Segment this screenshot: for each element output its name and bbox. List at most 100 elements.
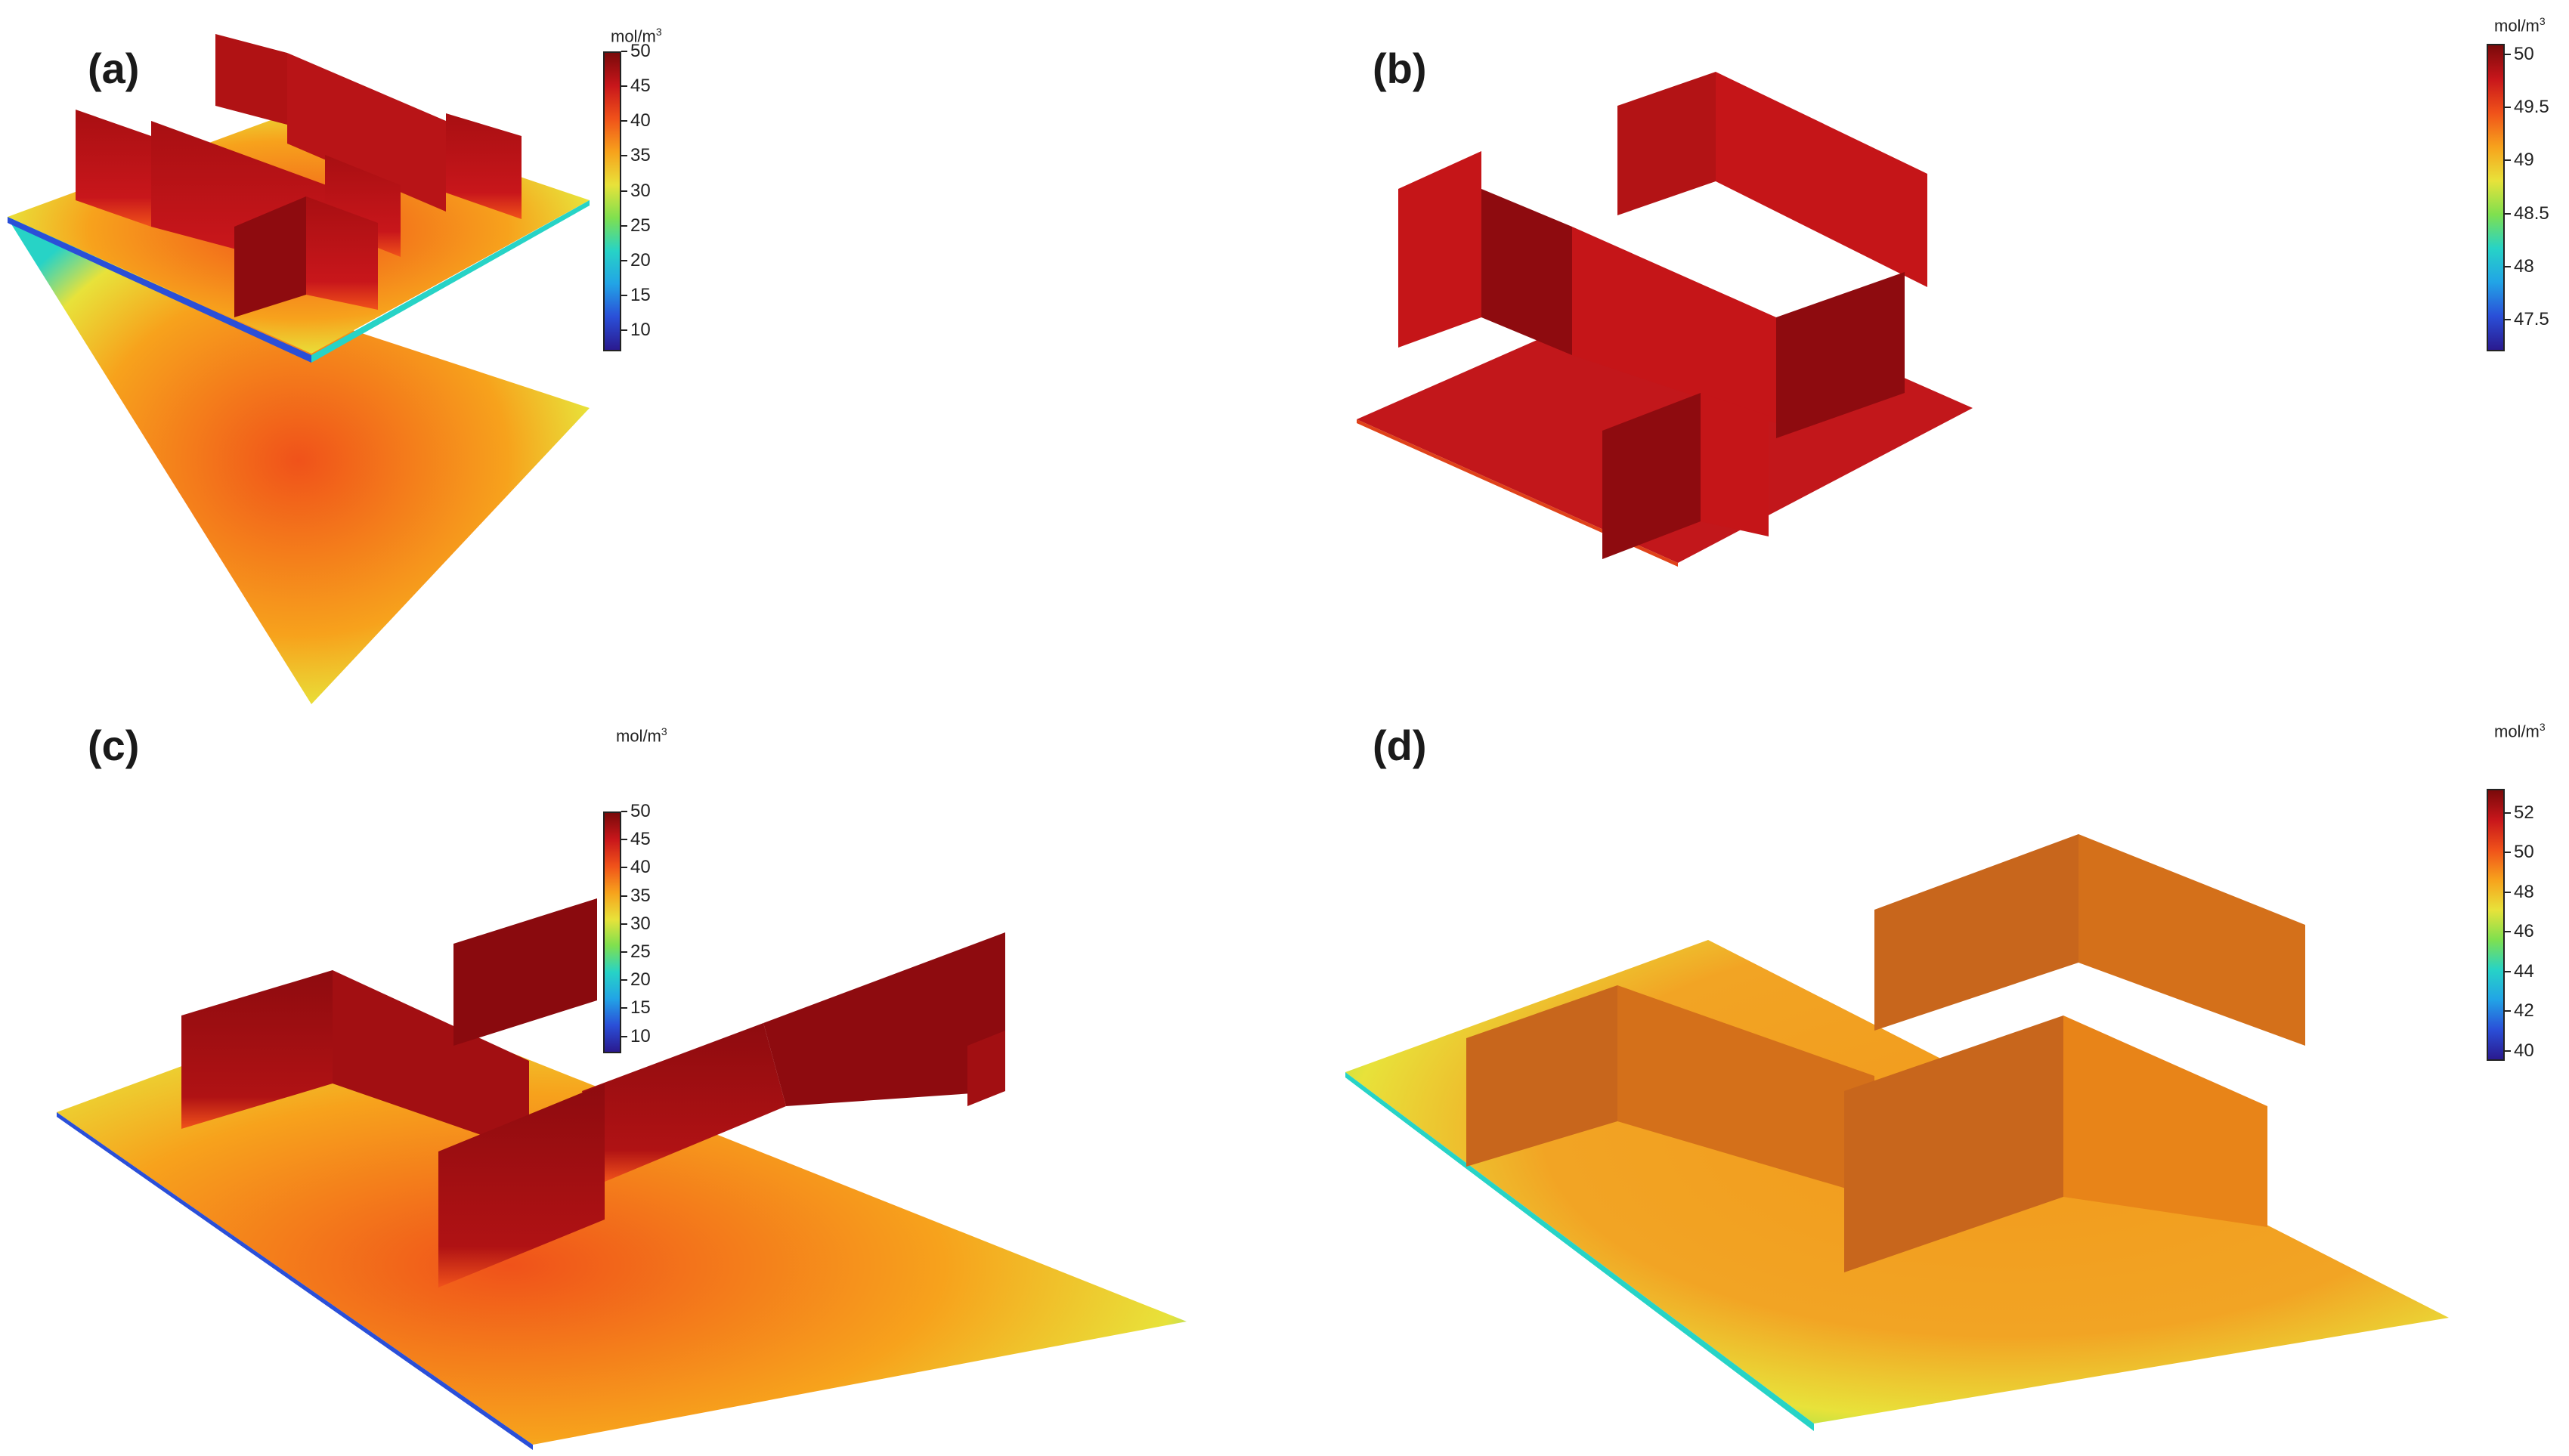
wall [1398,151,1481,348]
colorbar-tick-label: 25 [630,215,651,236]
floor-edge [8,217,311,363]
wall [1481,189,1572,355]
colorbar-tick-mark [2505,318,2511,320]
colorbar-tick-label: 20 [630,249,651,270]
colorbar-tick-mark [621,120,627,122]
wall [446,113,522,219]
wall [967,1031,1005,1106]
colorbar-tick-mark [621,329,627,332]
unit-label: mol/m3 [2494,721,2546,741]
panel-label: (b) [1373,45,1427,92]
colorbar-tick-mark [621,811,627,812]
colorbar-tick-label: 45 [630,76,651,97]
concentration-model-b [1357,72,1973,567]
panel-b: (b) mol/m3 47.5 48 48.5 49 49.5 50 [1285,0,2569,728]
colorbar-tick-label: 15 [630,997,651,1019]
colorbar-tick-label: 49.5 [2514,97,2549,118]
colorbar-tick-label: 50 [2514,842,2534,863]
colorbar-tick-mark [621,259,627,261]
colorbar-tick-mark [2505,891,2511,893]
unit-label: mol/m3 [611,26,662,46]
panel-label: (c) [88,722,140,769]
colorbar-tick-mark [2505,212,2511,215]
colorbar-tick-mark [2505,265,2511,267]
colorbar-tick-mark [621,895,627,897]
panel-c: (c) mol/m3 10 15 20 25 30 35 40 45 50 [0,722,1284,1456]
colorbar-tick-mark [621,1007,627,1009]
wall [1572,227,1776,423]
concentration-model-c [57,898,1187,1450]
concentration-model-a [8,34,590,704]
wall [453,898,597,1046]
colorbar [2487,44,2505,351]
floor-edge [57,1112,533,1450]
colorbar-tick-label: 25 [630,941,651,963]
wall [1602,393,1701,559]
colorbar-tick-label: 48 [2514,255,2534,277]
colorbar-tick-mark [621,923,627,925]
colorbar-tick-mark [621,224,627,227]
colorbar-tick-label: 46 [2514,921,2534,942]
colorbar-tick-label: 50 [2514,44,2534,65]
colorbar-tick-label: 48 [2514,881,2534,902]
colorbar-tick-mark [2505,931,2511,933]
colorbar-tick-mark [2505,159,2511,162]
colorbar-tick-mark [621,190,627,192]
wall [215,34,287,125]
colorbar [2487,789,2505,1061]
colorbar-tick-label: 30 [630,180,651,201]
colorbar-tick-label: 48.5 [2514,202,2549,224]
colorbar-tick-mark [621,85,627,88]
colorbar-tick-label: 49 [2514,150,2534,171]
wall [1716,72,1927,287]
colorbar-tick-label: 50 [630,41,651,61]
colorbar-tick-mark [621,951,627,954]
colorbar-tick-label: 50 [630,801,651,821]
colorbar-tick-label: 30 [630,913,651,934]
colorbar-tick-mark [2505,54,2511,56]
colorbar-tick-label: 52 [2514,802,2534,823]
wall [1617,72,1716,215]
wall [438,1083,605,1288]
colorbar-tick-label: 42 [2514,1000,2534,1022]
unit-label: mol/m3 [616,725,667,746]
wall [1844,1015,2063,1272]
colorbar-tick-mark [621,979,627,981]
colorbar-tick-mark [2505,1010,2511,1012]
colorbar-tick-mark [2505,852,2511,854]
wall [1701,393,1769,536]
colorbar-tick-mark [621,867,627,869]
colorbar-tick-label: 10 [630,1025,651,1046]
wall [1874,834,2078,1031]
colorbar-tick-label: 44 [2514,960,2534,981]
wall [306,196,378,310]
colorbar-tick-mark [2505,1049,2511,1052]
colorbar-tick-label: 35 [630,885,651,906]
wall [234,196,306,317]
colorbar-tick-mark [2505,970,2511,972]
colorbar-tick-label: 15 [630,285,651,306]
wall [582,1023,786,1182]
wall [2063,1015,2267,1227]
colorbar-tick-label: 40 [630,110,651,131]
colorbar [603,811,621,1053]
wall [1466,985,1617,1167]
panel-label: (a) [88,45,140,92]
wall [763,932,1005,1106]
floor-top [57,997,1187,1445]
colorbar-tick-label: 20 [630,969,651,991]
colorbar-tick-label: 35 [630,145,651,166]
colorbar [603,51,621,351]
floor-slab [8,217,590,704]
wall [333,970,529,1152]
floor-edge-right [311,200,590,363]
wall [1776,272,1905,438]
colorbar-tick-label: 40 [630,857,651,878]
colorbar-tick-label: 10 [630,320,651,341]
unit-label: mol/m3 [2494,15,2546,36]
wall [1617,985,1874,1197]
colorbar-tick-mark [621,155,627,157]
colorbar-tick-mark [621,1035,627,1037]
colorbar-tick-label: 45 [630,829,651,850]
floor-edge [1357,419,1678,567]
